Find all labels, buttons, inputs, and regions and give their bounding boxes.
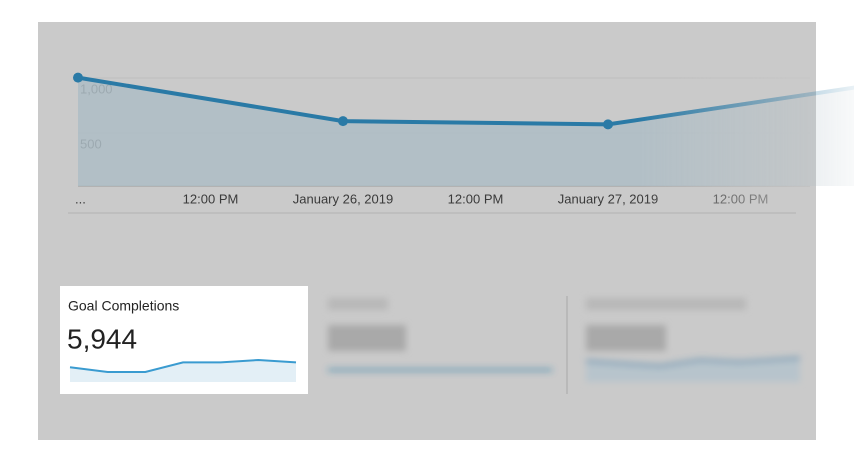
sparkline [69, 358, 297, 382]
sparkline-line [69, 358, 297, 373]
blurred-label [586, 298, 746, 310]
point [338, 116, 348, 127]
x-tick-label: ... [75, 191, 86, 206]
metric-title: Goal Completions [68, 298, 179, 314]
blurred-label [328, 298, 388, 310]
x-tick-label: 12:00 PM [183, 191, 239, 206]
line [77, 75, 854, 127]
x-tick-label: 12:00 PM [448, 191, 504, 206]
x-tick-label: January 27, 2019 [558, 191, 658, 206]
blurred-area [586, 358, 800, 382]
blurred-value [586, 325, 666, 351]
x-tick-label: 12:00 PM [713, 191, 769, 206]
point [73, 72, 83, 83]
sparkline-area [70, 360, 296, 382]
area [78, 77, 854, 186]
blurred-value [328, 325, 406, 351]
metric-value: 5,944 [67, 323, 137, 354]
blurred-cards [328, 298, 801, 382]
point [603, 119, 613, 130]
x-tick-label: January 26, 2019 [293, 191, 393, 206]
blurred-sparkline [585, 357, 801, 368]
